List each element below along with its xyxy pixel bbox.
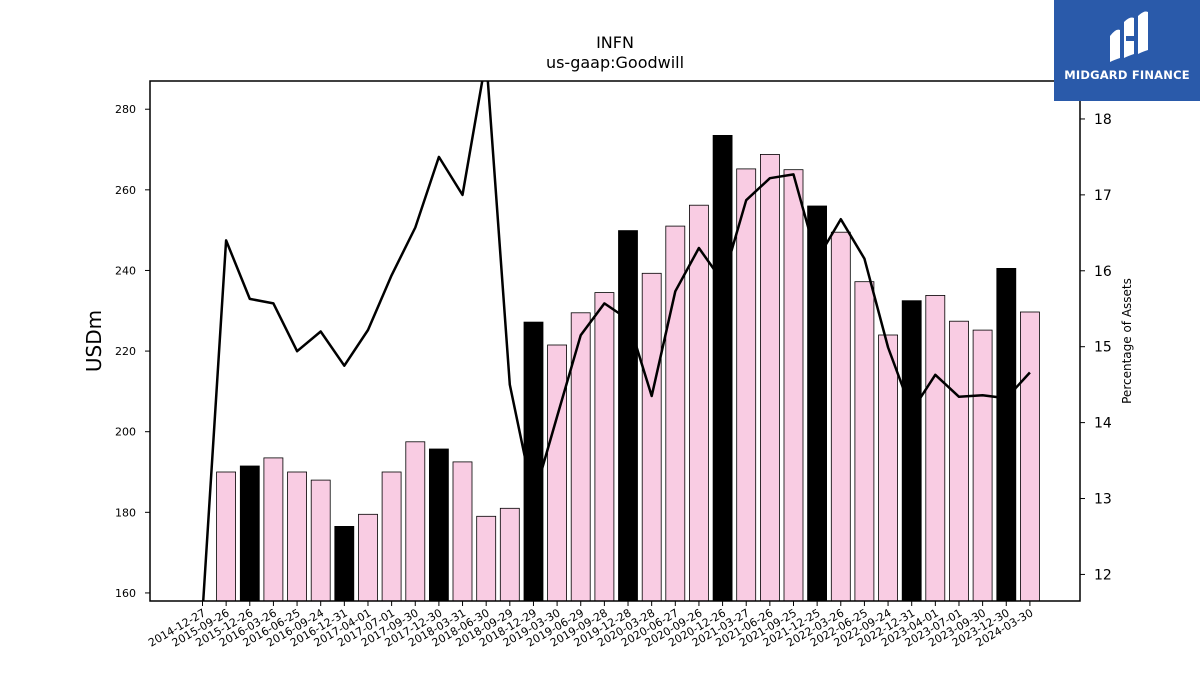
bar xyxy=(972,329,993,602)
bar-series xyxy=(216,134,1040,602)
bar xyxy=(239,465,260,602)
y-tick-label: 240 xyxy=(115,264,136,277)
bar xyxy=(901,300,922,602)
y2-tick-label: 17 xyxy=(1094,188,1112,204)
bar xyxy=(476,515,497,602)
bar xyxy=(783,169,804,602)
y2-tick-label: 18 xyxy=(1094,112,1112,128)
x-axis: 2014-12-272015-09-262015-12-262016-03-26… xyxy=(146,601,1035,650)
line-series xyxy=(201,81,1031,601)
plot-frame xyxy=(149,80,1081,602)
logo-text: MIDGARD FINANCE xyxy=(1064,68,1190,82)
bar xyxy=(452,461,473,602)
bar xyxy=(334,526,355,602)
line-path xyxy=(201,81,1031,601)
bar xyxy=(1020,311,1040,602)
y2-tick-label: 13 xyxy=(1094,492,1112,508)
bar xyxy=(949,320,969,602)
bar xyxy=(878,334,898,602)
y-tick-label: 200 xyxy=(115,426,136,439)
y2-tick-label: 16 xyxy=(1094,264,1112,280)
y-axis-label: USDm xyxy=(82,310,106,372)
bar xyxy=(594,292,615,602)
bar xyxy=(287,471,308,602)
bar xyxy=(641,272,662,602)
y-tick-label: 180 xyxy=(115,506,136,519)
bar xyxy=(736,168,757,602)
bar xyxy=(854,281,875,602)
bar xyxy=(665,225,686,602)
bar xyxy=(618,230,638,602)
bar xyxy=(310,479,331,602)
right-axis: 12 13 14 15 16 17 18 xyxy=(1080,112,1112,583)
y2-axis-label: Percentage of Assets xyxy=(1120,278,1134,404)
left-axis: 160 180 200 220 240 260 280 xyxy=(115,103,150,600)
bar xyxy=(547,344,567,602)
bar xyxy=(381,471,402,602)
bar xyxy=(996,267,1017,602)
bar xyxy=(263,457,284,602)
bar xyxy=(358,513,378,602)
y-tick-label: 280 xyxy=(115,103,136,116)
bar xyxy=(760,153,780,602)
bar xyxy=(428,448,449,602)
chart-title: INFN xyxy=(596,33,634,52)
y2-tick-label: 14 xyxy=(1094,416,1112,432)
bar xyxy=(712,134,733,602)
y-tick-label: 260 xyxy=(115,184,136,197)
midgard-finance-logo: MIDGARD FINANCE xyxy=(1054,0,1200,101)
bar xyxy=(216,471,237,602)
logo-mark-icon xyxy=(1110,11,1148,63)
y2-tick-label: 15 xyxy=(1094,340,1112,356)
bar xyxy=(830,231,851,602)
y-tick-label: 220 xyxy=(115,345,136,358)
y-tick-label: 160 xyxy=(115,587,136,600)
bar xyxy=(807,205,827,602)
bar xyxy=(499,507,520,602)
bar xyxy=(405,441,426,602)
y2-tick-label: 12 xyxy=(1094,567,1112,583)
bar xyxy=(925,294,946,602)
bar xyxy=(689,204,709,602)
chart-subtitle: us-gaap:Goodwill xyxy=(546,53,684,72)
